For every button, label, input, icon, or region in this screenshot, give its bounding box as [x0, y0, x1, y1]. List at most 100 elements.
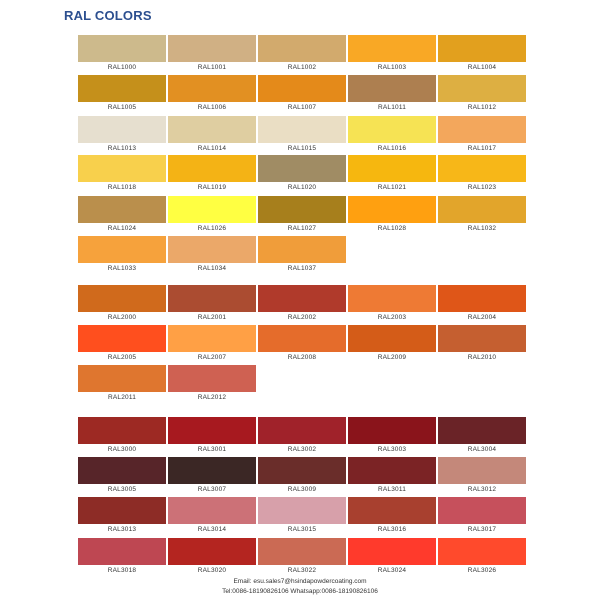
swatch-chip [348, 75, 436, 102]
swatch-label: RAL1020 [287, 184, 317, 191]
swatch-label: RAL1014 [197, 145, 227, 152]
color-swatch: RAL3022 [258, 538, 346, 575]
color-swatch: RAL1001 [168, 35, 256, 72]
swatch-label: RAL1002 [287, 64, 317, 71]
swatch-chip [438, 196, 526, 223]
swatch-chip [78, 417, 166, 444]
swatch-label: RAL1024 [107, 225, 137, 232]
swatch-label: RAL1032 [467, 225, 497, 232]
swatch-label: RAL1033 [107, 265, 137, 272]
color-swatch: RAL1005 [78, 75, 166, 112]
color-swatch: RAL3003 [348, 417, 436, 454]
color-swatch: RAL3020 [168, 538, 256, 575]
swatch-label: RAL2002 [287, 314, 317, 321]
swatch-chip [258, 325, 346, 352]
color-swatch: RAL1021 [348, 155, 436, 192]
swatch-chip [168, 196, 256, 223]
color-swatch: RAL3013 [78, 497, 166, 534]
swatch-label: RAL1016 [377, 145, 407, 152]
swatch-label: RAL2012 [197, 394, 227, 401]
swatch-chip [168, 116, 256, 143]
swatch-chip [168, 417, 256, 444]
swatch-chip [78, 75, 166, 102]
color-swatch: RAL1028 [348, 196, 436, 233]
swatch-label: RAL2000 [107, 314, 137, 321]
swatch-chip [78, 325, 166, 352]
swatch-label: RAL1012 [467, 104, 497, 111]
swatch-label: RAL1001 [197, 64, 227, 71]
swatch-chip [78, 236, 166, 263]
color-swatch: RAL1033 [78, 236, 166, 273]
color-swatch: RAL1014 [168, 116, 256, 153]
color-swatch: RAL3001 [168, 417, 256, 454]
swatch-chip [168, 75, 256, 102]
color-swatch: RAL1002 [258, 35, 346, 72]
swatch-chip [258, 538, 346, 565]
swatch-label: RAL2003 [377, 314, 407, 321]
color-swatch: RAL3026 [438, 538, 526, 575]
swatch-label: RAL3018 [107, 567, 137, 574]
swatch-label: RAL2011 [107, 394, 137, 401]
color-swatch: RAL2010 [438, 325, 526, 362]
swatch-label: RAL1021 [377, 184, 407, 191]
color-swatch: RAL1003 [348, 35, 436, 72]
swatch-chip [78, 365, 166, 392]
swatch-chip [348, 285, 436, 312]
swatch-label: RAL3022 [287, 567, 317, 574]
color-swatch: RAL2001 [168, 285, 256, 322]
color-swatch: RAL3012 [438, 457, 526, 494]
swatch-label: RAL3016 [377, 526, 407, 533]
swatch-chip [348, 196, 436, 223]
swatch-chip [348, 116, 436, 143]
swatch-label: RAL1006 [197, 104, 227, 111]
swatch-label: RAL3024 [377, 567, 407, 574]
swatch-chip [258, 35, 346, 62]
swatch-label: RAL1034 [197, 265, 227, 272]
color-swatch: RAL1007 [258, 75, 346, 112]
swatch-chip [438, 325, 526, 352]
color-swatch: RAL1034 [168, 236, 256, 273]
swatch-chip [348, 417, 436, 444]
swatch-label: RAL3014 [197, 526, 227, 533]
swatch-label: RAL1018 [107, 184, 137, 191]
color-swatch: RAL1037 [258, 236, 346, 273]
color-swatch: RAL1012 [438, 75, 526, 112]
color-swatch: RAL3009 [258, 457, 346, 494]
swatch-chip [168, 35, 256, 62]
swatch-chip [78, 538, 166, 565]
swatch-chip [348, 35, 436, 62]
color-swatch: RAL3024 [348, 538, 436, 575]
color-swatch: RAL2004 [438, 285, 526, 322]
color-swatch: RAL3011 [348, 457, 436, 494]
swatch-label: RAL3004 [467, 446, 497, 453]
color-swatch: RAL3002 [258, 417, 346, 454]
swatch-chip [168, 155, 256, 182]
swatch-chip [438, 417, 526, 444]
swatch-label: RAL3020 [197, 567, 227, 574]
swatch-label: RAL3017 [467, 526, 497, 533]
swatch-chip [348, 155, 436, 182]
swatch-chip [78, 35, 166, 62]
swatch-chip [258, 196, 346, 223]
swatch-chip [168, 497, 256, 524]
swatch-label: RAL3013 [107, 526, 137, 533]
swatch-chip [78, 116, 166, 143]
swatch-chip [348, 457, 436, 484]
swatch-chip [78, 457, 166, 484]
swatch-label: RAL3007 [197, 486, 227, 493]
color-swatch: RAL1032 [438, 196, 526, 233]
color-swatch: RAL1017 [438, 116, 526, 153]
swatch-chip [168, 325, 256, 352]
color-swatch: RAL1000 [78, 35, 166, 72]
swatch-chip [438, 155, 526, 182]
swatch-label: RAL1026 [197, 225, 227, 232]
swatch-chip [168, 457, 256, 484]
swatch-label: RAL1037 [287, 265, 317, 272]
swatch-chip [438, 497, 526, 524]
swatch-label: RAL3002 [287, 446, 317, 453]
swatch-label: RAL1017 [467, 145, 497, 152]
color-swatch: RAL1015 [258, 116, 346, 153]
swatch-label: RAL3026 [467, 567, 497, 574]
swatch-label: RAL2001 [197, 314, 227, 321]
color-swatch: RAL1027 [258, 196, 346, 233]
